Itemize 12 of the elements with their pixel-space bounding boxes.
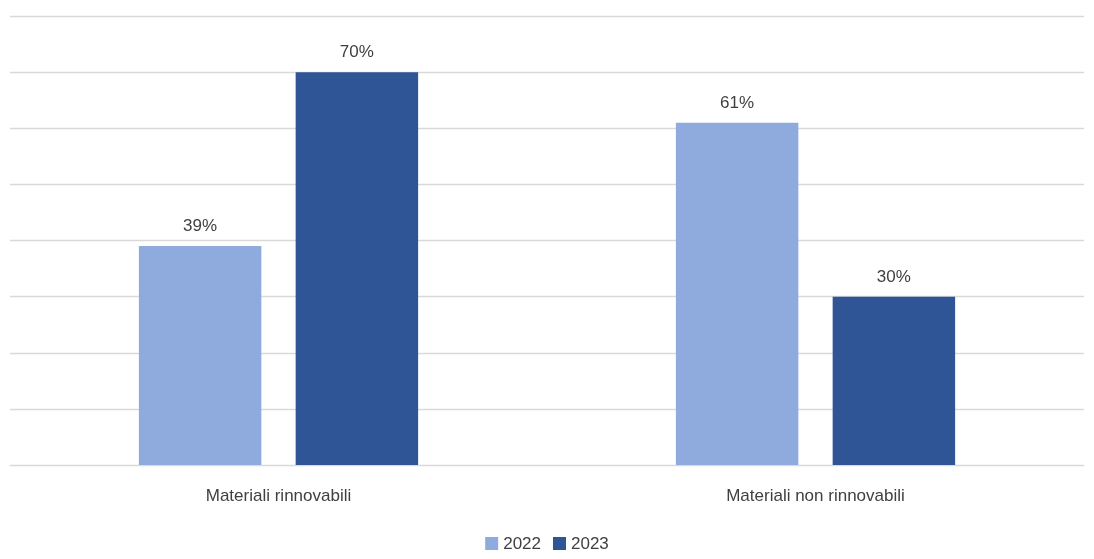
bar (832, 296, 956, 465)
data-label: 61% (720, 92, 755, 112)
data-label: 39% (183, 216, 218, 236)
x-tick-label: Materiali non rinnovabili (726, 486, 905, 505)
bar (675, 122, 799, 465)
data-label: 30% (876, 266, 911, 286)
bar (138, 246, 262, 465)
bar (295, 72, 419, 465)
legend-label: 2023 (571, 534, 609, 553)
data-label: 70% (339, 42, 374, 62)
legend-label: 2022 (503, 534, 542, 553)
x-tick-label: Materiali rinnovabili (205, 486, 352, 505)
